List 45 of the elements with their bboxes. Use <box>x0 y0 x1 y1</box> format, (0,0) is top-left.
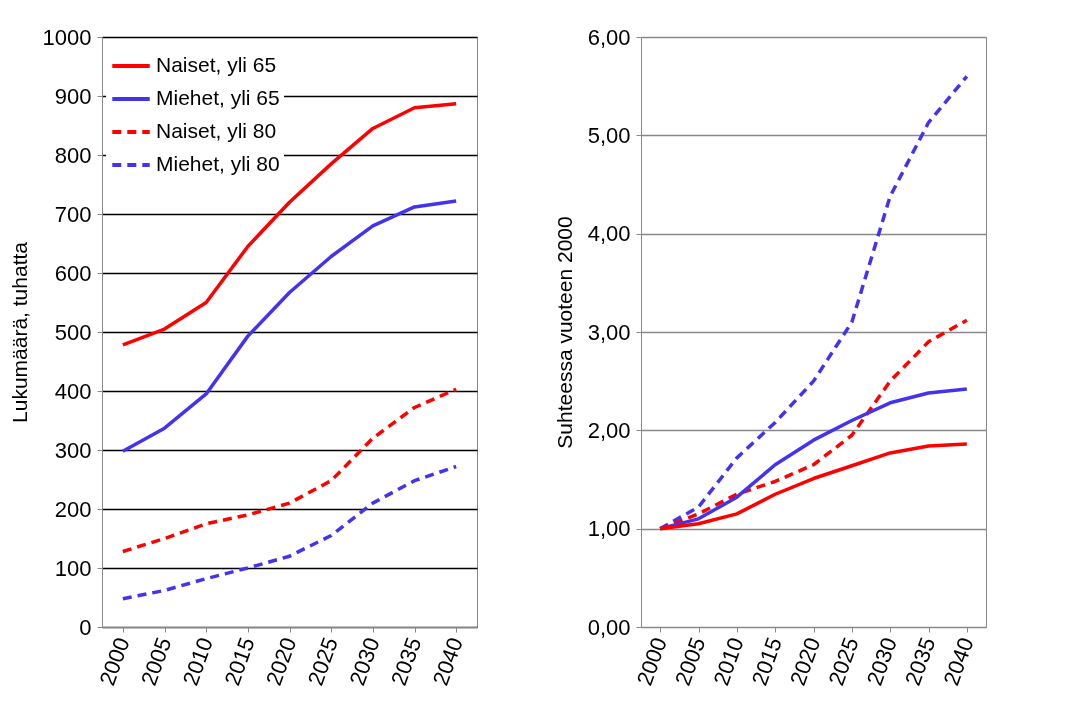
x-tick-label: 2035 <box>900 634 941 689</box>
y-tick-label: 600 <box>54 260 92 286</box>
y-tick-label: 1000 <box>42 24 92 50</box>
y-tick-label: 3,00 <box>587 319 631 345</box>
y-tick-label: 6,00 <box>587 24 631 50</box>
y-tick-label: 2,00 <box>587 417 631 443</box>
x-tick-label: 2040 <box>427 634 468 689</box>
x-tick-label: 2000 <box>94 634 135 689</box>
legend-label: Miehet, yli 65 <box>156 86 280 109</box>
line-series <box>121 387 458 554</box>
legend-label: Naiset, yli 80 <box>156 119 277 142</box>
x-tick-label: 2015 <box>746 634 787 689</box>
y-axis-title: Lukumäärä, tuhatta <box>7 241 31 423</box>
y-tick-label: 5,00 <box>587 122 631 148</box>
y-tick-label: 700 <box>54 201 92 227</box>
y-axis-title: Suhteessa vuoteen 2000 <box>552 216 576 449</box>
x-tick-label: 2000 <box>631 634 672 689</box>
line-series <box>121 464 458 601</box>
y-tick-label: 200 <box>54 496 92 522</box>
x-tick-label: 2020 <box>785 634 826 689</box>
y-tick-label: 4,00 <box>587 221 631 247</box>
y-tick-label: 1,00 <box>587 516 631 542</box>
y-tick-label: 0,00 <box>587 614 631 640</box>
y-tick-label: 900 <box>54 83 92 109</box>
y-tick-label: 300 <box>54 437 92 463</box>
x-tick-label: 2005 <box>136 634 177 689</box>
x-tick-label: 2025 <box>302 634 343 689</box>
legend-label: Miehet, yli 80 <box>156 152 280 175</box>
x-tick-label: 2005 <box>670 634 711 689</box>
y-tick-label: 500 <box>54 319 92 345</box>
y-tick-label: 800 <box>54 142 92 168</box>
x-tick-label: 2035 <box>386 634 427 689</box>
y-tick-label: 400 <box>54 378 92 404</box>
x-tick-label: 2030 <box>344 634 385 689</box>
x-tick-label: 2020 <box>261 634 302 689</box>
y-tick-label: 0 <box>79 614 92 640</box>
x-tick-label: 2010 <box>708 634 749 689</box>
legend-label: Naiset, yli 65 <box>156 53 277 76</box>
x-tick-label: 2025 <box>823 634 864 689</box>
x-tick-label: 2030 <box>861 634 902 689</box>
line-series <box>121 199 458 453</box>
x-tick-label: 2015 <box>219 634 260 689</box>
y-tick-label: 100 <box>54 555 92 581</box>
x-tick-label: 2010 <box>177 634 218 689</box>
x-tick-label: 2040 <box>938 634 979 689</box>
